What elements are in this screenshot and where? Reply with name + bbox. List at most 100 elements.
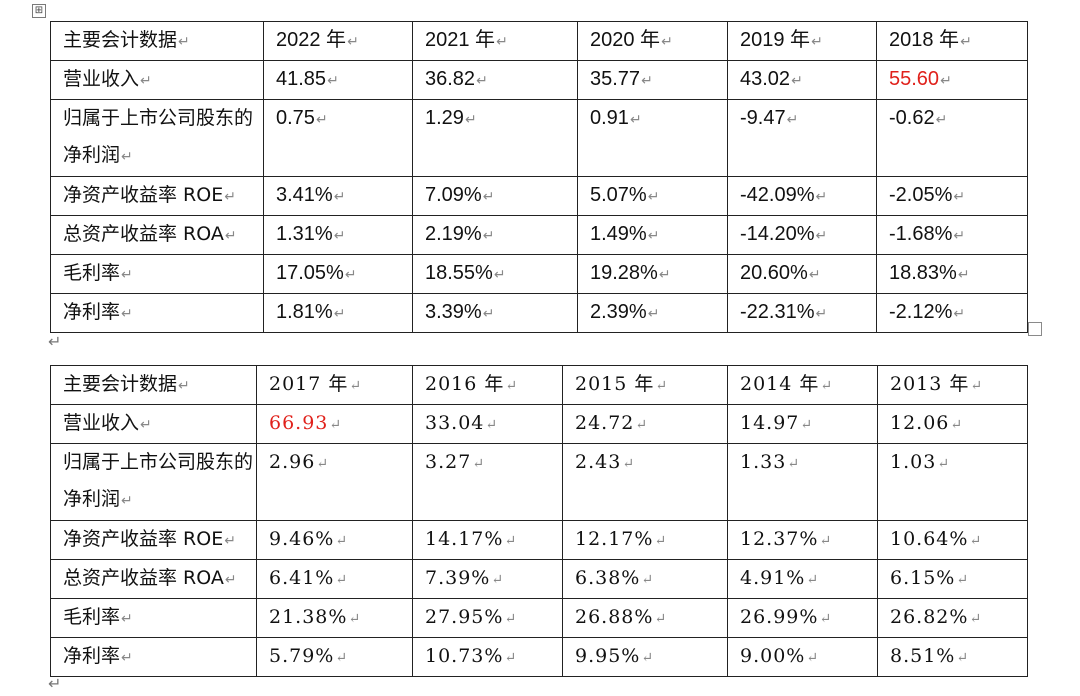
table-cell: 5.07%↵ [577,176,728,216]
table-cell: 3.41%↵ [263,176,413,216]
table-row: 总资产收益率 ROA↵ 1.31%↵ 2.19%↵ 1.49%↵ -14.20%… [50,215,1028,255]
table-cell: 14.17%↵ [412,520,563,560]
table-cell: 18.55%↵ [412,254,578,294]
table-cell: 33.04↵ [412,404,563,444]
paragraph-mark: ↵ [48,332,62,351]
table-cell: 1.81%↵ [263,293,413,333]
table-cell: 0.75↵ [263,99,413,177]
table-cell: 7.39%↵ [412,559,563,599]
table-cell: 8.51%↵ [877,637,1028,677]
table-cell: 17.05%↵ [263,254,413,294]
row-label: 净利率↵ [50,637,257,677]
table-cell: -1.68%↵ [876,215,1028,255]
table-row: 净利率↵ 5.79%↵ 10.73%↵ 9.95%↵ 9.00%↵ 8.51%↵ [50,637,1028,677]
table-row: 营业收入↵ 66.93↵ 33.04↵ 24.72↵ 14.97↵ 12.06↵ [50,404,1028,444]
table-cell: 9.95%↵ [562,637,728,677]
header-cell: 2015 年↵ [562,365,728,405]
row-label: 归属于上市公司股东的净利润↵ [50,443,257,521]
row-label: 净资产收益率 ROE↵ [50,176,264,216]
table-move-handle-icon[interactable]: ⊞ [32,4,46,18]
table-cell: 2.43↵ [562,443,728,521]
table-cell: 3.27↵ [412,443,563,521]
table-cell: 9.46%↵ [256,520,413,560]
table-cell: 10.73%↵ [412,637,563,677]
table-cell: -9.47↵ [727,99,877,177]
table-cell: 4.91%↵ [727,559,878,599]
header-cell: 主要会计数据↵ [50,21,264,61]
header-cell: 主要会计数据↵ [50,365,257,405]
table-header-row: 主要会计数据↵ 2022 年↵ 2021 年↵ 2020 年↵ 2019 年↵ … [50,21,1028,61]
table-cell: 2.96↵ [256,443,413,521]
table-cell: 43.02↵ [727,60,877,100]
row-label: 净资产收益率 ROE↵ [50,520,257,560]
header-cell: 2017 年↵ [256,365,413,405]
table-cell: 10.64%↵ [877,520,1028,560]
table-cell: -22.31%↵ [727,293,877,333]
table-row: 归属于上市公司股东的净利润↵ 2.96↵ 3.27↵ 2.43↵ 1.33↵ 1… [50,443,1028,521]
table-cell: 12.37%↵ [727,520,878,560]
table-cell: 6.41%↵ [256,559,413,599]
table-cell: -2.12%↵ [876,293,1028,333]
table-row: 毛利率↵ 21.38%↵ 27.95%↵ 26.88%↵ 26.99%↵ 26.… [50,598,1028,638]
header-cell: 2021 年↵ [412,21,578,61]
table-cell: 2.39%↵ [577,293,728,333]
table-cell-highlighted: 55.60↵ [876,60,1028,100]
financial-table-2018-2022: 主要会计数据↵ 2022 年↵ 2021 年↵ 2020 年↵ 2019 年↵ … [50,21,1028,333]
table-cell: 6.38%↵ [562,559,728,599]
table-row: 净资产收益率 ROE↵ 9.46%↵ 14.17%↵ 12.17%↵ 12.37… [50,520,1028,560]
table-cell: 27.95%↵ [412,598,563,638]
row-label: 营业收入↵ [50,60,264,100]
header-cell: 2019 年↵ [727,21,877,61]
header-cell: 2014 年↵ [727,365,878,405]
table-cell: -2.05%↵ [876,176,1028,216]
table-cell: 5.79%↵ [256,637,413,677]
header-cell: 2016 年↵ [412,365,563,405]
table-resize-handle-icon[interactable] [1028,322,1042,336]
table-cell: 26.99%↵ [727,598,878,638]
table-cell: -42.09%↵ [727,176,877,216]
paragraph-mark: ↵ [48,674,62,693]
header-cell: 2018 年↵ [876,21,1028,61]
row-label: 总资产收益率 ROA↵ [50,559,257,599]
table-cell: 36.82↵ [412,60,578,100]
table-cell: 12.06↵ [877,404,1028,444]
row-label: 毛利率↵ [50,254,264,294]
table-cell: 18.83%↵ [876,254,1028,294]
table-cell: 41.85↵ [263,60,413,100]
table-cell: 0.91↵ [577,99,728,177]
table-cell: 1.03↵ [877,443,1028,521]
header-cell: 2013 年↵ [877,365,1028,405]
table-cell: 6.15%↵ [877,559,1028,599]
table-cell: 14.97↵ [727,404,878,444]
table-cell: 1.49%↵ [577,215,728,255]
table-cell: 19.28%↵ [577,254,728,294]
table-cell: 21.38%↵ [256,598,413,638]
table-cell: 3.39%↵ [412,293,578,333]
table-cell: 26.88%↵ [562,598,728,638]
table-cell: 7.09%↵ [412,176,578,216]
table-row: 毛利率↵ 17.05%↵ 18.55%↵ 19.28%↵ 20.60%↵ 18.… [50,254,1028,294]
table-cell: 9.00%↵ [727,637,878,677]
financial-table-2013-2017: 主要会计数据↵ 2017 年↵ 2016 年↵ 2015 年↵ 2014 年↵ … [50,365,1028,677]
table-cell: 1.31%↵ [263,215,413,255]
table-cell: 1.33↵ [727,443,878,521]
table-cell: -14.20%↵ [727,215,877,255]
table-row: 归属于上市公司股东的净利润↵ 0.75↵ 1.29↵ 0.91↵ -9.47↵ … [50,99,1028,177]
row-label: 毛利率↵ [50,598,257,638]
table-header-row: 主要会计数据↵ 2017 年↵ 2016 年↵ 2015 年↵ 2014 年↵ … [50,365,1028,405]
row-label: 归属于上市公司股东的净利润↵ [50,99,264,177]
table-row: 营业收入↵ 41.85↵ 36.82↵ 35.77↵ 43.02↵ 55.60↵ [50,60,1028,100]
header-cell: 2020 年↵ [577,21,728,61]
table-row: 净利率↵ 1.81%↵ 3.39%↵ 2.39%↵ -22.31%↵ -2.12… [50,293,1028,333]
row-label: 净利率↵ [50,293,264,333]
table-cell: 12.17%↵ [562,520,728,560]
row-label: 营业收入↵ [50,404,257,444]
table-row: 净资产收益率 ROE↵ 3.41%↵ 7.09%↵ 5.07%↵ -42.09%… [50,176,1028,216]
table-cell: 35.77↵ [577,60,728,100]
table-cell: 26.82%↵ [877,598,1028,638]
table-row: 总资产收益率 ROA↵ 6.41%↵ 7.39%↵ 6.38%↵ 4.91%↵ … [50,559,1028,599]
row-label: 总资产收益率 ROA↵ [50,215,264,255]
table-cell: 20.60%↵ [727,254,877,294]
table-cell-highlighted: 66.93↵ [256,404,413,444]
table-cell: 2.19%↵ [412,215,578,255]
